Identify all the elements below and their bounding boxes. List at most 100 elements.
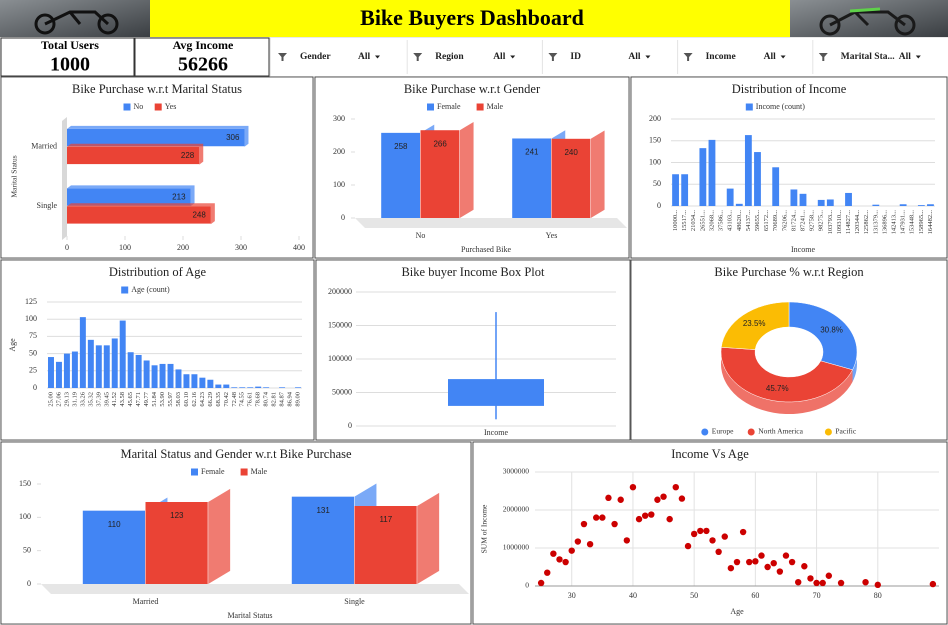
x-tick-label: 142413...: [891, 210, 898, 235]
x-tick-label: 80: [874, 591, 882, 600]
bar: [917, 205, 925, 206]
dropdown-arrow[interactable]: [645, 55, 651, 59]
bar: [551, 138, 591, 218]
point: [758, 552, 765, 559]
y-tick-label: 100: [25, 314, 37, 323]
point: [862, 579, 869, 586]
point: [562, 558, 569, 566]
bar: [247, 387, 254, 388]
bar: [927, 204, 934, 206]
bar: [143, 360, 150, 388]
x-tick-label: 35.32: [87, 392, 94, 407]
dropdown-arrow[interactable]: [375, 55, 380, 59]
bar: [175, 369, 182, 388]
x-tick-label: 70689...: [772, 210, 779, 232]
x-tick-label: 98275...: [818, 210, 825, 232]
panel: [0, 259, 315, 441]
bar: [127, 352, 134, 388]
x-tick-label: 55.97: [167, 391, 174, 406]
y-tick-label: 0: [525, 581, 529, 590]
bar: [381, 132, 420, 218]
point: [709, 537, 716, 544]
x-tick-label: 29.13: [63, 392, 70, 407]
point: [770, 560, 777, 567]
y-tick-label: 100: [333, 180, 345, 189]
x-tick-label: 25.00: [47, 392, 54, 407]
filter-icon: [548, 53, 558, 61]
x-tick-label: 92758...: [809, 210, 816, 232]
bar: [735, 203, 743, 206]
data-label: 240: [564, 148, 578, 157]
filter-value[interactable]: All: [493, 52, 506, 62]
bar: [279, 387, 286, 388]
point: [544, 569, 551, 576]
legend-swatch: [154, 103, 162, 111]
bike-image-right: [790, 0, 948, 37]
y-tick-label: 2000000: [503, 505, 530, 514]
x-tick-label: 60.10: [183, 392, 190, 407]
point: [666, 515, 673, 523]
x-tick-label: 30: [568, 591, 576, 600]
filter-label: Region: [435, 52, 464, 62]
filter-value[interactable]: All: [899, 52, 912, 62]
bar-depth: [67, 185, 195, 207]
x-tick-label: 158965...: [918, 210, 925, 235]
x-tick-label: 86.94: [287, 391, 294, 406]
filter-value[interactable]: All: [764, 52, 777, 62]
legend-label: Female: [201, 467, 225, 476]
x-tick-label: 68.35: [215, 392, 222, 407]
data-label: 23.5%: [743, 319, 766, 328]
y-tick-label: 100000: [328, 354, 352, 363]
point: [605, 494, 612, 502]
x-tick-label: 89.00: [295, 392, 302, 407]
x-tick-label: No: [416, 231, 426, 240]
x-tick-label: 59655...: [754, 210, 761, 232]
bar-depth: [590, 130, 605, 218]
bar: [47, 357, 54, 388]
filter-value[interactable]: All: [628, 52, 641, 62]
point: [795, 579, 802, 586]
point: [629, 484, 637, 491]
bar-depth: [67, 203, 215, 225]
dropdown-arrow[interactable]: [780, 55, 786, 59]
kpi-value: 56266: [178, 54, 228, 76]
x-tick-label: 43103...: [727, 210, 734, 232]
x-tick-label: 66.29: [207, 392, 214, 407]
legend-swatch: [824, 428, 832, 436]
bar: [799, 193, 807, 206]
legend-label: Age (count): [131, 285, 170, 294]
legend-swatch: [191, 468, 198, 476]
point: [715, 548, 722, 555]
bar: [135, 354, 142, 388]
filter-label: ID: [570, 52, 581, 62]
kpi-label: Total Users: [41, 38, 99, 52]
floor: [62, 117, 67, 240]
y-tick-label: 0: [348, 421, 352, 430]
title-band: [150, 0, 790, 37]
point: [776, 568, 784, 575]
bar: [87, 339, 94, 388]
x-axis-label: Age: [730, 607, 744, 616]
x-tick-label: 64.23: [199, 392, 206, 407]
chart-title: Bike Purchase w.r.t Marital Status: [72, 82, 242, 96]
dropdown-arrow[interactable]: [510, 55, 516, 59]
y-tick-label: 75: [29, 331, 37, 340]
point: [574, 538, 582, 545]
y-tick-label: 50000: [332, 387, 352, 396]
point: [703, 527, 710, 535]
filter-value[interactable]: All: [358, 52, 371, 62]
x-tick-label: 78.68: [255, 392, 262, 407]
chart-title: Bike Purchase % w.r.t Region: [714, 265, 864, 279]
bar: [790, 189, 798, 206]
point: [684, 542, 692, 550]
x-tick-label: 109310...: [836, 210, 843, 235]
x-tick-label: 62.16: [191, 391, 198, 406]
bar: [82, 510, 145, 584]
dropdown-arrow[interactable]: [915, 55, 921, 59]
y-tick-label: 0: [27, 579, 31, 588]
data-label: 241: [525, 148, 539, 157]
point: [537, 579, 545, 587]
bar: [95, 345, 102, 388]
legend-label: Income (count): [756, 102, 805, 111]
legend-label: Pacific: [835, 427, 856, 436]
